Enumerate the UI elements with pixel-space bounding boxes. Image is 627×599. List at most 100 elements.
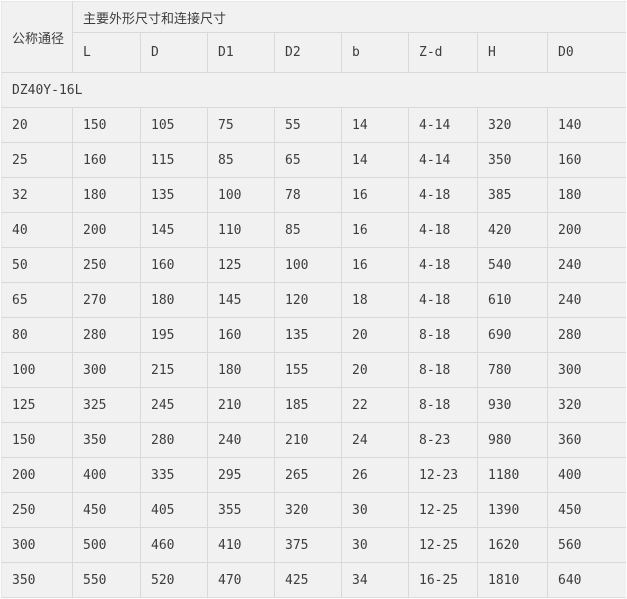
table-row: 100 300 215 180 155 20 8-18 780 300: [1, 352, 626, 388]
value-cell: 4-14: [408, 142, 478, 178]
column-header-H: H: [477, 32, 548, 73]
table-row: 50 250 160 125 100 16 4-18 540 240: [1, 247, 626, 283]
column-header-D0: D0: [546, 32, 626, 73]
value-cell: 75: [207, 107, 275, 143]
value-cell: 215: [140, 352, 208, 388]
value-cell: 55: [274, 107, 342, 143]
value-cell: 210: [207, 387, 275, 423]
table-row: 40 200 145 110 85 16 4-18 420 200: [1, 212, 626, 248]
value-cell: 65: [274, 142, 342, 178]
value-cell: 18: [341, 282, 409, 318]
table-header: 公称通径 主要外形尺寸和连接尺寸 L D D1 D2 b Z-d H D0: [1, 1, 626, 73]
value-cell: 335: [140, 457, 208, 493]
column-header-L: L: [72, 32, 141, 73]
value-cell: 4-18: [408, 247, 478, 283]
value-cell: 210: [274, 422, 342, 458]
value-cell: 150: [72, 107, 141, 143]
value-cell: 930: [477, 387, 548, 423]
value-cell: 120: [274, 282, 342, 318]
value-cell: 550: [72, 562, 141, 598]
value-cell: 8-23: [408, 422, 478, 458]
value-cell: 4-18: [408, 177, 478, 213]
value-cell: 160: [546, 142, 626, 178]
value-cell: 450: [546, 492, 626, 528]
value-cell: 1180: [477, 457, 548, 493]
dn-cell: 80: [1, 317, 73, 353]
value-cell: 270: [72, 282, 141, 318]
value-cell: 155: [274, 352, 342, 388]
value-cell: 470: [207, 562, 275, 598]
value-cell: 14: [341, 142, 409, 178]
value-cell: 610: [477, 282, 548, 318]
value-cell: 16-25: [408, 562, 478, 598]
dn-cell: 300: [1, 527, 73, 563]
value-cell: 350: [477, 142, 548, 178]
value-cell: 240: [546, 247, 626, 283]
value-cell: 295: [207, 457, 275, 493]
dn-cell: 32: [1, 177, 73, 213]
value-cell: 20: [341, 317, 409, 353]
value-cell: 450: [72, 492, 141, 528]
value-cell: 135: [274, 317, 342, 353]
table-row: 20 150 105 75 55 14 4-14 320 140: [1, 107, 626, 143]
table-row: 200 400 335 295 265 26 12-23 1180 400: [1, 457, 626, 493]
table-row: 125 325 245 210 185 22 8-18 930 320: [1, 387, 626, 423]
value-cell: 4-18: [408, 212, 478, 248]
value-cell: 16: [341, 177, 409, 213]
value-cell: 250: [72, 247, 141, 283]
value-cell: 980: [477, 422, 548, 458]
table-row: 65 270 180 145 120 18 4-18 610 240: [1, 282, 626, 318]
column-header-D2: D2: [274, 32, 342, 73]
value-cell: 350: [72, 422, 141, 458]
table-row: 25 160 115 85 65 14 4-14 350 160: [1, 142, 626, 178]
value-cell: 145: [140, 212, 208, 248]
value-cell: 20: [341, 352, 409, 388]
value-cell: 12-23: [408, 457, 478, 493]
table-row: 350 550 520 470 425 34 16-25 1810 640: [1, 562, 626, 598]
value-cell: 85: [207, 142, 275, 178]
value-cell: 8-18: [408, 387, 478, 423]
value-cell: 30: [341, 527, 409, 563]
value-cell: 200: [72, 212, 141, 248]
value-cell: 320: [274, 492, 342, 528]
value-cell: 4-18: [408, 282, 478, 318]
table-body: DZ40Y-16L 20 150 105 75 55 14 4-14 320 140 25 160 1…: [1, 72, 626, 598]
value-cell: 34: [341, 562, 409, 598]
value-cell: 1390: [477, 492, 548, 528]
model-label-cell: DZ40Y-16L: [1, 72, 626, 108]
table-row: 80 280 195 160 135 20 8-18 690 280: [1, 317, 626, 353]
value-cell: 16: [341, 247, 409, 283]
value-cell: 115: [140, 142, 208, 178]
column-header-D: D: [140, 32, 208, 73]
value-cell: 8-18: [408, 352, 478, 388]
dn-cell: 65: [1, 282, 73, 318]
value-cell: 100: [207, 177, 275, 213]
value-cell: 500: [72, 527, 141, 563]
value-cell: 1620: [477, 527, 548, 563]
value-cell: 280: [140, 422, 208, 458]
value-cell: 185: [274, 387, 342, 423]
value-cell: 520: [140, 562, 208, 598]
value-cell: 400: [72, 457, 141, 493]
value-cell: 405: [140, 492, 208, 528]
value-cell: 280: [72, 317, 141, 353]
value-cell: 325: [72, 387, 141, 423]
value-cell: 180: [140, 282, 208, 318]
dn-cell: 200: [1, 457, 73, 493]
value-cell: 300: [546, 352, 626, 388]
value-cell: 180: [546, 177, 626, 213]
value-cell: 105: [140, 107, 208, 143]
column-header-b: b: [341, 32, 409, 73]
header-columns-row: L D D1 D2 b Z-d H D0: [2, 32, 626, 73]
table-row: 300 500 460 410 375 30 12-25 1620 560: [1, 527, 626, 563]
value-cell: 410: [207, 527, 275, 563]
value-cell: 420: [477, 212, 548, 248]
value-cell: 300: [72, 352, 141, 388]
dn-cell: 50: [1, 247, 73, 283]
value-cell: 690: [477, 317, 548, 353]
value-cell: 160: [207, 317, 275, 353]
value-cell: 425: [274, 562, 342, 598]
value-cell: 160: [140, 247, 208, 283]
